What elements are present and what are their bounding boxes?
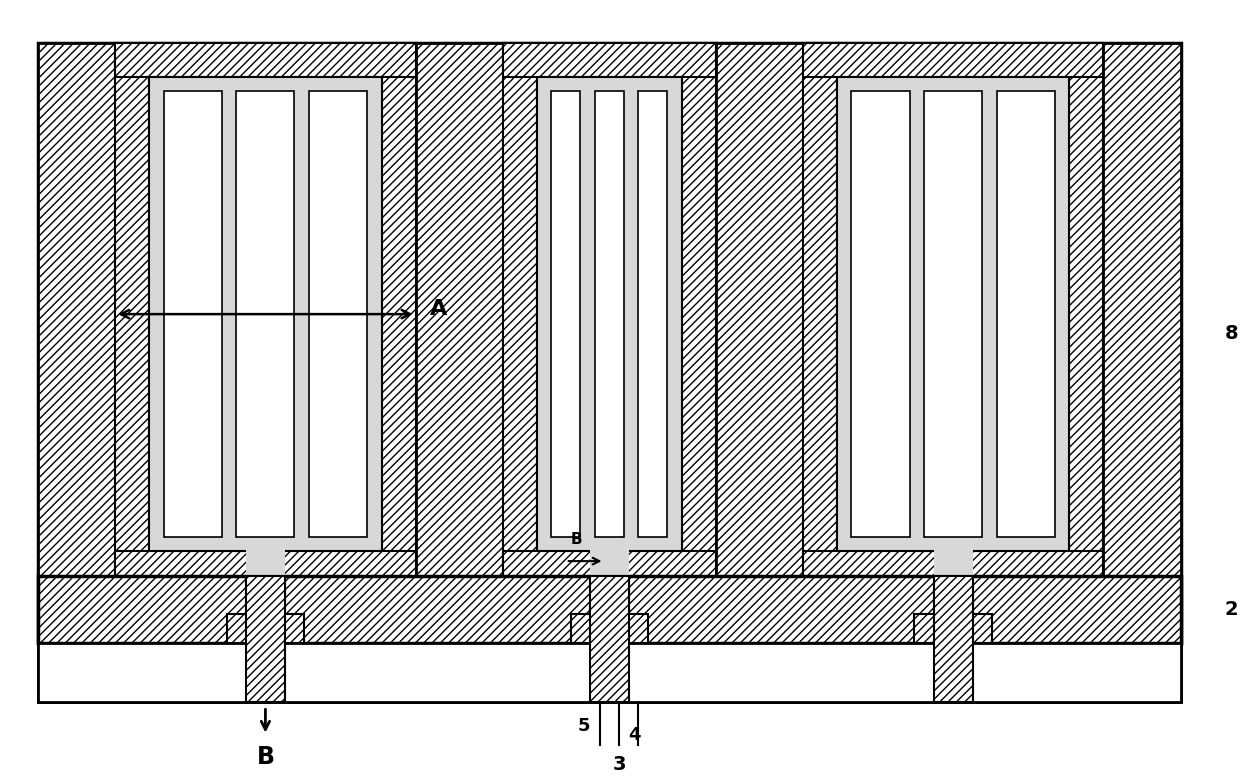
Bar (37, 576, 1180, 643)
Bar (682, 43, 715, 585)
Bar (37, 43, 115, 585)
Text: B: B (570, 531, 582, 547)
Bar (595, 91, 624, 537)
Bar (590, 547, 629, 585)
Bar (246, 547, 285, 585)
Bar (237, 91, 294, 537)
Bar (639, 91, 667, 537)
Bar (934, 576, 972, 702)
Bar (164, 91, 222, 537)
Bar (227, 615, 304, 643)
Bar (502, 552, 715, 585)
Bar (149, 77, 382, 552)
Bar (570, 615, 649, 643)
Bar (590, 576, 629, 615)
Bar (804, 43, 837, 585)
Text: 4: 4 (629, 727, 641, 745)
Bar (804, 43, 1104, 77)
Bar (804, 552, 1104, 585)
Bar (37, 643, 1180, 702)
Bar (852, 91, 910, 537)
Bar (246, 576, 285, 615)
Bar (551, 91, 580, 537)
Bar (246, 576, 285, 702)
Bar (415, 43, 502, 585)
Bar (309, 91, 367, 537)
Text: B: B (257, 746, 274, 769)
Bar (37, 43, 1180, 643)
Bar (715, 43, 804, 585)
Bar (502, 43, 537, 585)
Bar (804, 43, 1104, 585)
Bar (115, 43, 415, 585)
Bar (837, 77, 1069, 552)
Text: 3: 3 (613, 755, 626, 774)
Bar (537, 77, 682, 552)
Text: A: A (430, 299, 448, 319)
Bar (37, 643, 1180, 702)
Bar (1069, 43, 1104, 585)
Bar (115, 43, 415, 77)
Bar (115, 552, 415, 585)
Bar (934, 547, 972, 585)
Bar (924, 91, 982, 537)
Bar (502, 43, 715, 585)
Bar (382, 43, 415, 585)
Bar (934, 576, 972, 615)
Bar (502, 43, 715, 77)
Bar (1104, 43, 1180, 585)
Bar (997, 91, 1055, 537)
Bar (914, 615, 992, 643)
Text: 5: 5 (578, 717, 590, 735)
Text: 8: 8 (1224, 324, 1238, 343)
Text: 2: 2 (1224, 600, 1238, 619)
Bar (590, 576, 629, 702)
Bar (115, 43, 149, 585)
